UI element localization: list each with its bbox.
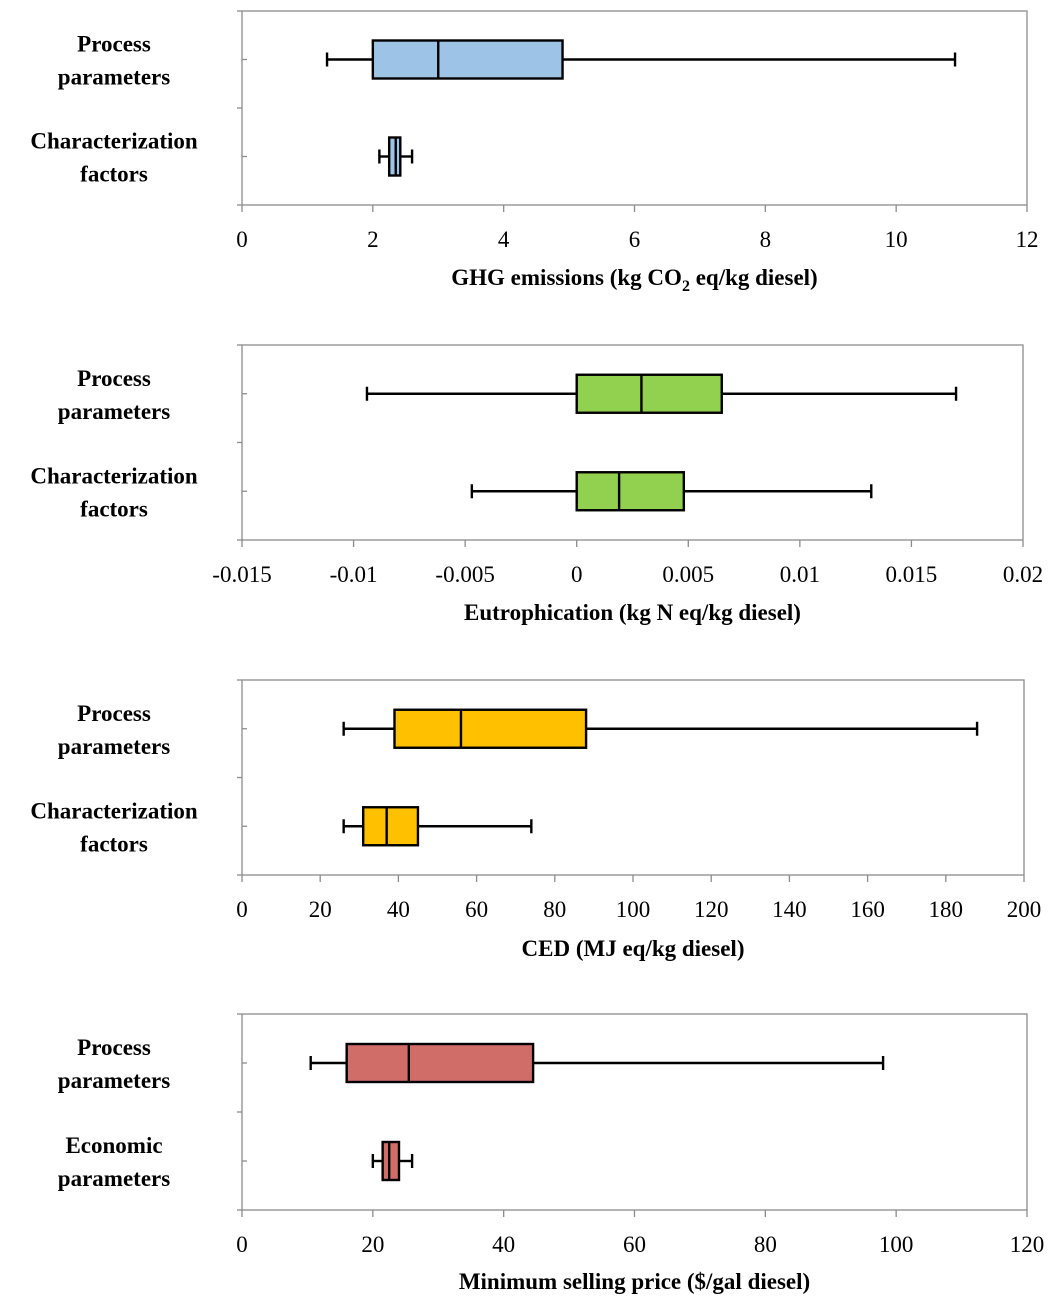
x-tick-label: 0 [236,897,248,922]
x-tick-label: 80 [543,897,566,922]
chart-panel-1: 0 2 4 6 8 10 12 GHG emissions (kg CO2 eq/kg die… [30,10,1039,295]
x-tick-label: 20 [361,1232,384,1257]
category-label: Process [77,1035,151,1060]
x-tick-label: 40 [387,897,410,922]
chart-panel-3: 0 20 40 60 80 100 120 140 160 180 200 CED (MJ eq/kg… [30,679,1042,961]
iqr-box [371,39,564,80]
x-tick-label: 20 [309,897,332,922]
x-tick-label: 100 [879,1232,914,1257]
x-tick-label: 0.005 [662,562,714,587]
x-tick-label: 60 [623,1232,646,1257]
x-tick-label: 0 [236,1232,248,1257]
category-label: factors [80,831,148,856]
x-tick-label: 6 [629,227,641,252]
category-label: factors [80,162,148,187]
box-1: Process parameters [58,366,958,424]
plot-frame [241,679,1025,876]
category-label: parameters [58,65,170,90]
x-axis-title: CED (MJ eq/kg diesel) [522,936,745,961]
category-label: parameters [58,1166,170,1191]
box-1: Process parameters [58,1035,885,1093]
box-2: Economic parameters [58,1133,414,1191]
x-tick-label: 80 [754,1232,777,1257]
iqr-box [393,708,588,749]
x-axis-title: GHG emissions (kg CO2 eq/kg diesel) [451,265,817,295]
x-tick-label: 4 [498,227,510,252]
x-tick-label: 0.015 [886,562,938,587]
category-label: factors [80,496,148,521]
category-label: Process [77,701,151,726]
x-tick-label: 160 [850,897,885,922]
x-tick-label: 40 [492,1232,515,1257]
x-tick-label: 10 [885,227,908,252]
iqr-box [362,806,420,847]
x-tick-label: 120 [1010,1232,1045,1257]
box-2: Characterization factors [30,129,414,187]
iqr-box [575,471,686,512]
category-label: Economic [65,1133,162,1158]
x-tick-label: 0.02 [1003,562,1043,587]
x-tick-label: 60 [465,897,488,922]
category-label: parameters [58,399,170,424]
x-tick-label: -0.01 [330,562,378,587]
x-tick-label: 8 [760,227,772,252]
category-label: Characterization [30,129,198,154]
plot-frame [241,10,1028,206]
category-label: Characterization [30,463,198,488]
category-label: parameters [58,734,170,759]
x-tick-label: 2 [367,227,379,252]
x-tick-label: 180 [929,897,964,922]
category-label: Process [77,32,151,57]
category-label: Process [77,366,151,391]
x-tick-label: -0.005 [435,562,494,587]
chart-panel-4: 0 20 40 60 80 100 120 Minimum selling price ($/… [58,1013,1045,1294]
box-1: Process parameters [58,701,979,759]
chart-panel-2: -0.015 -0.01 -0.005 0 0.005 0.01 0.015 0.02 Eutr… [30,344,1043,625]
iqr-box [575,373,723,414]
box-2: Characterization factors [30,798,533,856]
iqr-box [345,1042,535,1084]
x-tick-label: 12 [1016,227,1039,252]
x-tick-label: 200 [1007,897,1042,922]
box-1: Process parameters [58,32,957,90]
category-label: parameters [58,1068,170,1093]
x-axis-title: Eutrophication (kg N eq/kg diesel) [464,600,801,625]
iqr-box [381,1140,401,1182]
x-tick-label: 120 [694,897,729,922]
x-tick-label: -0.015 [212,562,271,587]
x-tick-label: 0.01 [780,562,820,587]
box-2: Characterization factors [30,463,873,521]
x-axis-title: Minimum selling price ($/gal diesel) [459,1269,810,1294]
x-tick-label: 0 [571,562,583,587]
x-tick-label: 100 [616,897,651,922]
category-label: Characterization [30,798,198,823]
x-tick-label: 140 [772,897,807,922]
x-tick-label: 0 [236,227,248,252]
